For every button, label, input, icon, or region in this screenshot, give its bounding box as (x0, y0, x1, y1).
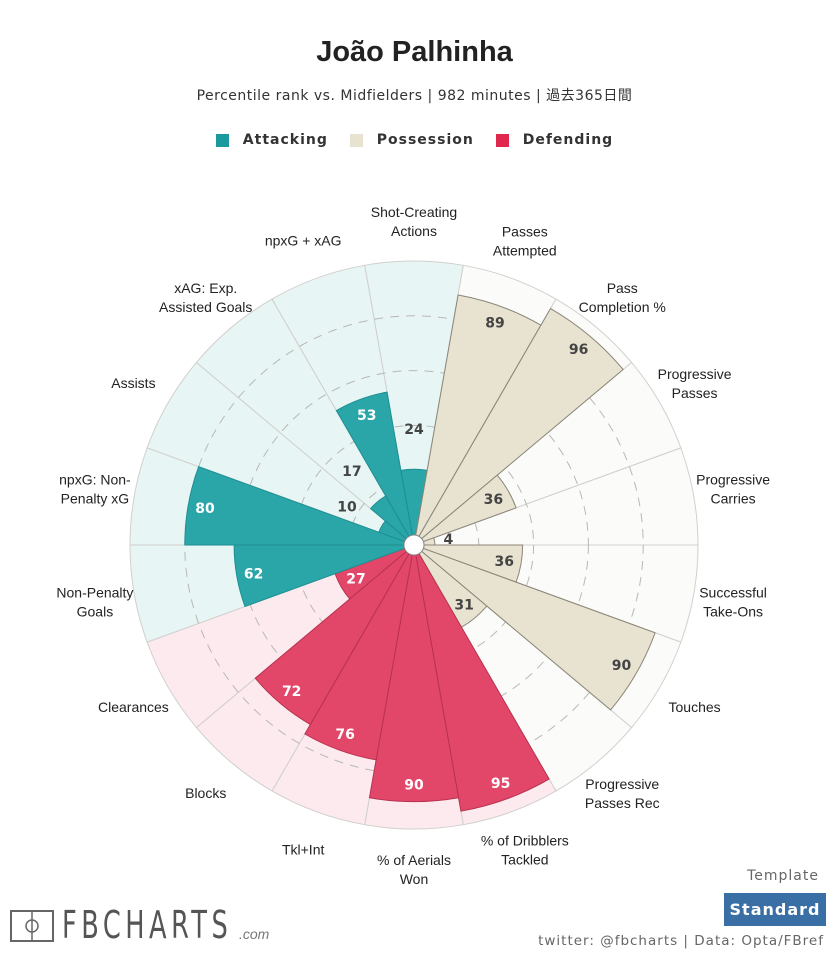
legend-label-possession: Possession (376, 132, 474, 148)
category-label-touches: Touches (669, 699, 721, 715)
category-label-xag-exp-assisted-goals: xAG: Exp. Assisted Goals (159, 280, 252, 315)
legend-swatch-defending (495, 133, 509, 147)
category-label-tkl-int: Tkl+Int (282, 841, 325, 857)
center-hole (403, 534, 425, 556)
category-label-npxg-non-penalty-xg: npxG: Non-Penalty xG (59, 472, 131, 507)
template-standard-button[interactable]: Standard (724, 893, 826, 926)
value-label-successful-take-ons: 36 (495, 554, 514, 570)
category-label-of-dribblers-tackled: % of Dribblers Tackled (481, 832, 569, 867)
category-label-clearances: Clearances (98, 699, 169, 715)
logo-text: FBCHARTS (62, 903, 233, 947)
value-label-tkl-int: 76 (335, 727, 354, 743)
category-label-progressive-passes-rec: Progressive Passes Rec (585, 776, 660, 811)
category-label-progressive-passes: Progressive Passes (658, 366, 732, 401)
value-label-blocks: 72 (282, 684, 301, 700)
value-label-shot-creating-actions: 24 (404, 422, 424, 438)
category-label-passes-attempted: Passes Attempted (493, 224, 557, 259)
category-label-non-penalty-goals: Non-Penalty Goals (56, 584, 133, 619)
fbcharts-logo[interactable]: FBCHARTS .com (10, 903, 270, 947)
value-label-progressive-carries: 4 (444, 532, 454, 548)
legend-label-defending: Defending (522, 132, 614, 148)
value-label-progressive-passes: 36 (484, 492, 503, 508)
template-label: Template (747, 868, 819, 884)
category-label-shot-creating-actions: Shot-Creating Actions (371, 204, 457, 239)
value-label-progressive-passes-rec: 31 (454, 598, 473, 614)
legend-label-attacking: Attacking (242, 132, 328, 148)
category-label-progressive-carries: Progressive Carries (696, 472, 770, 507)
category-label-pass-completion: Pass Completion % (579, 280, 666, 315)
legend-swatch-possession (349, 133, 363, 147)
value-label-pass-completion: 96 (569, 342, 588, 358)
category-label-of-aerials-won: % of Aerials Won (377, 852, 451, 887)
category-label-npxg-xag: npxG + xAG (265, 233, 342, 249)
value-label-npxg-xag: 53 (357, 408, 376, 424)
legend-item-possession[interactable]: Possession (349, 132, 474, 148)
legend-item-attacking[interactable]: Attacking (215, 132, 328, 148)
logo-suffix: .com (239, 926, 270, 942)
category-label-blocks: Blocks (185, 785, 226, 801)
chart-subtitle: Percentile rank vs. Midfielders | 982 mi… (196, 88, 633, 104)
legend-item-defending[interactable]: Defending (495, 132, 614, 148)
value-label-assists: 10 (337, 499, 357, 515)
legend-swatch-attacking (215, 133, 229, 147)
value-label-npxg-non-penalty-xg: 80 (195, 501, 215, 517)
legend: Attacking Possession Defending (0, 132, 829, 151)
category-label-assists: Assists (111, 375, 155, 391)
chart-title: João Palhinha (316, 36, 513, 68)
category-label-successful-take-ons: Successful Take-Ons (699, 584, 767, 619)
data-credit: twitter: @fbcharts | Data: Opta/FBref (538, 933, 824, 949)
value-label-passes-attempted: 89 (485, 315, 504, 331)
value-label-clearances: 27 (346, 571, 365, 587)
value-label-touches: 90 (612, 658, 632, 674)
value-label-of-aerials-won: 90 (404, 778, 424, 794)
pitch-icon (10, 910, 54, 942)
value-label-xag-exp-assisted-goals: 17 (342, 464, 361, 480)
value-label-of-dribblers-tackled: 95 (491, 776, 510, 792)
value-label-non-penalty-goals: 62 (244, 566, 263, 582)
